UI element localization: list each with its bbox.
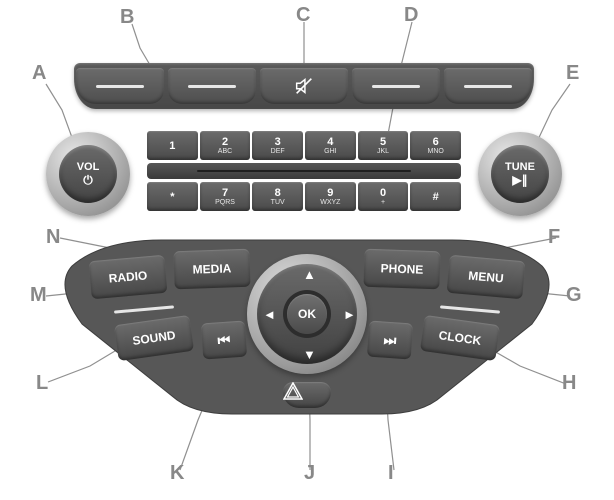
callout-d: D (404, 4, 418, 27)
quick-button-2[interactable] (168, 68, 256, 104)
quick-button-1[interactable] (76, 68, 164, 104)
key-hash[interactable]: # (410, 182, 461, 211)
key-2[interactable]: 2ABC (200, 131, 251, 160)
next-track-icon: ⏭ (383, 331, 397, 349)
callout-j: J (304, 462, 315, 485)
callout-c: C (296, 4, 310, 27)
key-4[interactable]: 4GHI (305, 131, 356, 160)
callout-k: K (170, 462, 184, 485)
play-pause-icon: ▶∥ (512, 173, 527, 187)
hazard-button[interactable] (283, 382, 331, 408)
key-0[interactable]: 0+ (358, 182, 409, 211)
nav-up-icon: ▲ (303, 268, 316, 281)
lower-panel: RADIO MEDIA PHONE MENU SOUND ⏮ ⏭ CLOCK ▲… (62, 236, 552, 416)
callout-b: B (120, 6, 134, 29)
key-3[interactable]: 3DEF (252, 131, 303, 160)
callout-i: I (388, 462, 394, 485)
radio-button[interactable]: RADIO (88, 255, 167, 299)
ok-button[interactable]: OK (287, 294, 327, 334)
callout-g: G (566, 284, 582, 307)
callout-h: H (562, 372, 576, 395)
power-icon: ⏻ (83, 173, 93, 188)
key-8[interactable]: 8TUV (252, 182, 303, 211)
callout-n: N (46, 226, 60, 249)
callout-e: E (566, 62, 579, 85)
prev-track-icon: ⏮ (217, 331, 231, 349)
prev-track-button[interactable]: ⏮ (201, 321, 247, 360)
callout-m: M (30, 284, 47, 307)
key-5[interactable]: 5JKL (358, 131, 409, 160)
nav-left-icon: ◄ (263, 308, 276, 321)
nav-ring[interactable]: ▲ ▼ ◄ ► OK (247, 254, 367, 374)
top-quick-bar (74, 63, 534, 109)
next-track-button[interactable]: ⏭ (367, 321, 413, 360)
quick-button-4[interactable] (352, 68, 440, 104)
mute-icon (293, 75, 315, 97)
menu-button[interactable]: MENU (446, 255, 525, 299)
numeric-keypad: 1 2ABC 3DEF 4GHI 5JKL 6MNO * 7PQRS 8TUV … (147, 131, 461, 211)
tune-knob-label: TUNE (505, 161, 535, 173)
cd-slot[interactable] (147, 163, 461, 179)
key-1[interactable]: 1 (147, 131, 198, 160)
key-7[interactable]: 7PQRS (200, 182, 251, 211)
media-button[interactable]: MEDIA (173, 249, 250, 290)
phone-button[interactable]: PHONE (363, 249, 440, 290)
volume-knob-label: VOL (77, 161, 100, 173)
callout-l: L (36, 372, 48, 395)
hazard-icon (283, 382, 303, 400)
nav-right-icon: ► (343, 308, 356, 321)
key-9[interactable]: 9WXYZ (305, 182, 356, 211)
callout-a: A (32, 62, 46, 85)
quick-button-3-mute[interactable] (260, 68, 348, 104)
nav-down-icon: ▼ (303, 348, 316, 361)
quick-button-5[interactable] (444, 68, 532, 104)
volume-knob[interactable]: VOL ⏻ (46, 132, 130, 216)
key-6[interactable]: 6MNO (410, 131, 461, 160)
key-star[interactable]: * (147, 182, 198, 211)
tune-knob[interactable]: TUNE ▶∥ (478, 132, 562, 216)
